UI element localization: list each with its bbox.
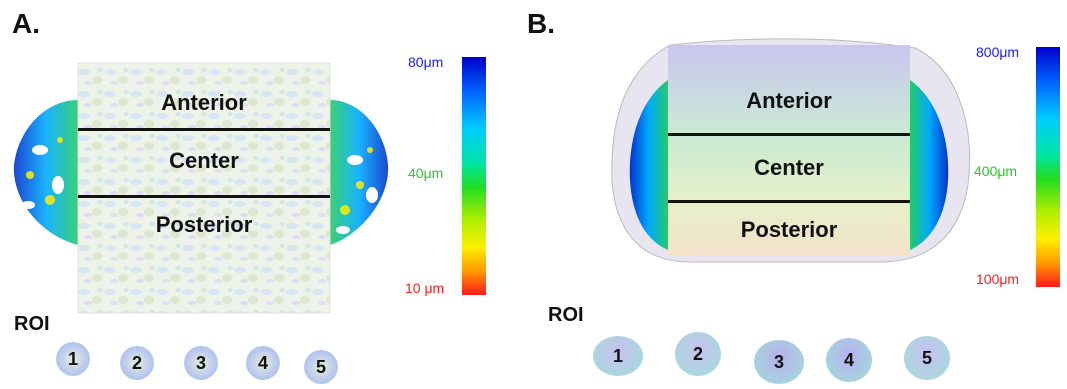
panel-b-center-label: Center <box>754 155 824 180</box>
panel-a-roi-3: 3 <box>184 346 218 380</box>
panel-b-roi-3: 3 <box>754 340 804 384</box>
panel-b-divider-upper <box>668 133 910 136</box>
panel-a-colorbar-tick-mid: 40μm <box>408 165 444 181</box>
panel-b-colorbar-tick-min: 100μm <box>976 271 1020 287</box>
panel-b-roi-title: ROI <box>548 304 584 326</box>
panel-b-roi-5: 5 <box>904 336 950 380</box>
panel-a-letter: A. <box>12 8 40 39</box>
colorbar-a <box>462 57 486 295</box>
panel-a-colorbar-tick-min: 10 μm <box>405 280 445 296</box>
panel-a-roi-2: 2 <box>120 346 154 380</box>
panel-b-roi-2: 2 <box>675 332 721 376</box>
panel-b-anterior-label: Anterior <box>746 88 832 113</box>
panel-a-posterior-label: Posterior <box>155 212 253 237</box>
panel-b-roi-1: 1 <box>593 336 643 376</box>
panel-a-anterior-label: Anterior <box>161 90 247 115</box>
panel-b-posterior-label: Posterior <box>740 217 838 242</box>
panel-b-colorbar-tick-mid: 400μm <box>974 163 1018 179</box>
panel-b-colorbar-tick-max: 800μm <box>976 44 1020 60</box>
panel-a-colorbar-tick-max: 80μm <box>408 54 444 70</box>
panel-a-divider-upper <box>78 128 330 131</box>
panel-a-center-label: Center <box>169 148 239 173</box>
panel-a-divider-lower <box>78 195 330 198</box>
panel-b-divider-lower <box>668 200 910 203</box>
panel-a-roi-1: 1 <box>56 342 90 376</box>
panel-b-letter: B. <box>527 8 555 39</box>
colorbar-b <box>1036 47 1060 287</box>
panel-a-roi-4: 4 <box>246 346 280 380</box>
panel-a-roi-title: ROI <box>14 313 50 335</box>
panel-a-roi-5: 5 <box>304 350 338 384</box>
panel-b-roi-4: 4 <box>826 338 872 382</box>
